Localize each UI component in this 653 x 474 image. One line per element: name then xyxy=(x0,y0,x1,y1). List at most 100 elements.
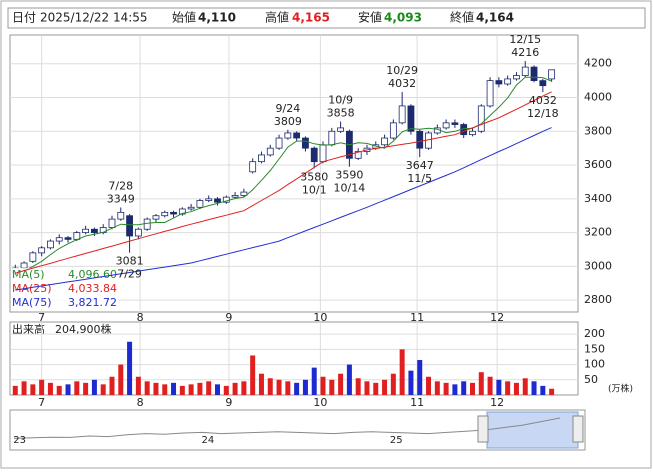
price-panel xyxy=(9,34,579,313)
candle-body xyxy=(539,80,547,87)
volume-bar xyxy=(258,373,264,395)
y-tick-label: 3200 xyxy=(584,226,612,239)
volume-bar xyxy=(346,364,352,395)
candle-body xyxy=(38,247,46,254)
volume-bar xyxy=(311,367,317,395)
candle-body xyxy=(530,66,538,82)
legend-bg xyxy=(11,282,119,296)
volume-bar xyxy=(39,379,45,395)
candle-body xyxy=(398,105,406,124)
candle-body xyxy=(240,191,248,196)
candle-body xyxy=(319,144,327,163)
volume-tick-label: 100 xyxy=(584,358,605,371)
volume-bar xyxy=(250,355,256,395)
volume-bar xyxy=(188,384,194,395)
legend-bg xyxy=(11,296,119,310)
volume-bar xyxy=(171,382,177,395)
volume-bar xyxy=(540,385,546,395)
x-tick-label: 10 xyxy=(313,311,327,324)
candle-body xyxy=(258,154,265,163)
volume-bar xyxy=(144,381,150,395)
candle-body xyxy=(504,78,512,85)
annotation-value: 3349 xyxy=(107,192,135,205)
candle-body xyxy=(407,105,415,132)
navigator-handle[interactable] xyxy=(477,415,489,443)
volume-tick-label: 150 xyxy=(584,342,605,355)
volume-bar xyxy=(162,384,168,395)
candle-body xyxy=(284,132,292,139)
volume-bar xyxy=(109,376,115,395)
navigator-label: 25 xyxy=(390,435,403,446)
volume-bar xyxy=(294,382,300,395)
date: 2025/12/22 14:55 xyxy=(40,11,148,25)
y-tick-label: 4000 xyxy=(584,90,612,103)
x-tick-label: 8 xyxy=(137,311,144,324)
volume-bar xyxy=(531,381,537,395)
volume-bar xyxy=(65,384,71,395)
ma-line xyxy=(15,91,552,274)
annotation-value: 3809 xyxy=(274,115,302,128)
candle-body xyxy=(486,80,494,107)
annotation-value: 4032 xyxy=(529,94,557,107)
annotation-date: 9/24 xyxy=(275,102,300,115)
legend-value: 3,821.72 xyxy=(68,296,117,309)
annotation-date: 12/18 xyxy=(527,107,559,120)
volume-bar xyxy=(452,384,458,395)
candle-body xyxy=(126,215,133,237)
volume-bar xyxy=(329,379,335,395)
annotation-value: 4216 xyxy=(511,46,539,59)
legend-name: MA(75) xyxy=(12,296,52,309)
volume-bar xyxy=(320,376,326,395)
volume-bar xyxy=(522,378,528,395)
annotation-value: 3858 xyxy=(327,106,355,119)
candle-body xyxy=(214,198,221,203)
candle-body xyxy=(275,137,283,149)
volume-bar xyxy=(56,385,62,395)
candle-body xyxy=(161,211,169,217)
volume-bar xyxy=(232,382,238,395)
high: 4,165 xyxy=(292,11,330,25)
navigator-selection xyxy=(486,411,579,449)
volume-bar xyxy=(461,381,467,395)
volume-bar xyxy=(505,381,511,395)
candle-body xyxy=(91,228,98,234)
ma-line xyxy=(15,76,552,274)
candle-body xyxy=(205,198,213,201)
marks: MA(5) 4,096.60 MA(25) 4,033.84 MA(75) 3,821.7… xyxy=(11,33,559,395)
x-tick-label: 8 xyxy=(137,396,144,409)
annotation-date: 12/15 xyxy=(509,33,541,46)
annotation-value: 4032 xyxy=(388,77,416,90)
candle-body xyxy=(469,130,476,136)
candle-body xyxy=(170,211,177,215)
volume-bar xyxy=(12,385,18,395)
y-tick-label: 4200 xyxy=(584,57,612,70)
volume-unit: (万株) xyxy=(608,383,633,395)
candle-body xyxy=(477,105,485,132)
volume-panel xyxy=(9,321,579,396)
candle-body xyxy=(354,151,362,159)
volume-bar xyxy=(100,384,106,395)
volume-bar xyxy=(443,382,449,395)
navigator-handle[interactable] xyxy=(572,415,584,443)
navigator-label: 24 xyxy=(202,435,215,446)
x-tick-label: 11 xyxy=(410,396,424,409)
candle-body xyxy=(249,161,257,173)
volume-bar xyxy=(373,382,379,395)
volume-bar xyxy=(355,378,361,395)
header-box xyxy=(7,7,646,29)
candle-body xyxy=(196,200,204,208)
volume-bar xyxy=(83,382,89,395)
legend-name: MA(5) xyxy=(12,268,45,281)
candle-body xyxy=(47,240,54,249)
legend-value: 4,033.84 xyxy=(68,282,117,295)
volume-bar xyxy=(382,379,388,395)
close-label: 終値 xyxy=(450,10,474,25)
volume-bar xyxy=(338,373,344,395)
candle-body xyxy=(178,208,186,215)
y-tick-label: 2800 xyxy=(584,293,612,306)
volume-bar xyxy=(478,372,484,395)
annotation-date: 10/14 xyxy=(334,182,366,195)
candle-body xyxy=(521,66,529,76)
annotation-date: 10/1 xyxy=(302,183,327,196)
